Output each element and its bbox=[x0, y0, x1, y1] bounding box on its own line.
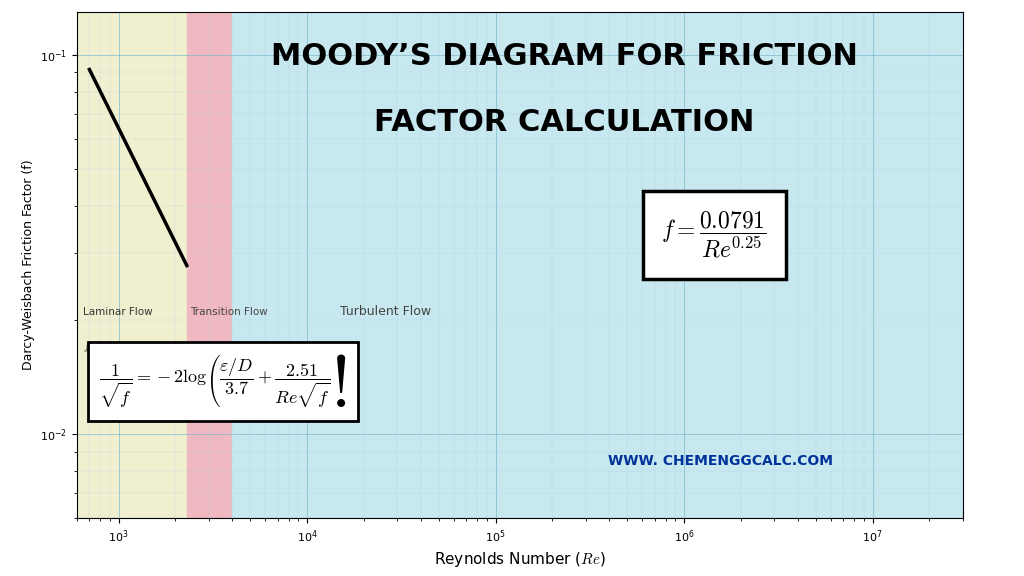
Text: FACTOR CALCULATION: FACTOR CALCULATION bbox=[374, 108, 754, 137]
Text: Laminar Flow: Laminar Flow bbox=[83, 307, 153, 317]
X-axis label: Reynolds Number ($\it{Re}$): Reynolds Number ($\it{Re}$) bbox=[433, 550, 606, 569]
Text: $f=64/Re$: $f=64/Re$ bbox=[83, 339, 130, 355]
Bar bbox=[186, 12, 232, 518]
Text: $f = \dfrac{0.0791}{Re^{0.25}}$: $f = \dfrac{0.0791}{Re^{0.25}}$ bbox=[662, 210, 767, 260]
Text: MOODY’S DIAGRAM FOR FRICTION: MOODY’S DIAGRAM FOR FRICTION bbox=[270, 42, 857, 71]
Y-axis label: Darcy-Weisbach Friction Factor (f): Darcy-Weisbach Friction Factor (f) bbox=[22, 160, 35, 370]
Text: $\dfrac{1}{\sqrt{f}} = -2\log\!\left(\dfrac{\varepsilon/D}{3.7} + \dfrac{2.51}{R: $\dfrac{1}{\sqrt{f}} = -2\log\!\left(\df… bbox=[99, 353, 347, 410]
Text: Turbulent Flow: Turbulent Flow bbox=[340, 305, 431, 319]
Text: WWW. CHEMENGGCALC.COM: WWW. CHEMENGGCALC.COM bbox=[608, 454, 834, 468]
Bar bbox=[77, 12, 186, 518]
Text: Transition Flow: Transition Flow bbox=[190, 307, 268, 317]
